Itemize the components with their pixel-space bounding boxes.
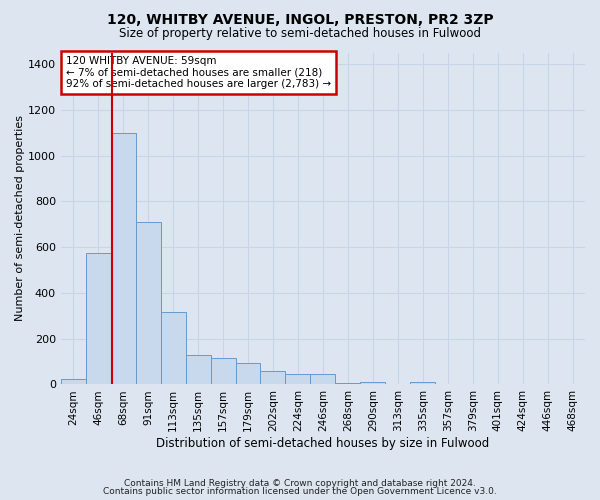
Bar — [161, 312, 185, 384]
Bar — [361, 382, 385, 384]
Bar — [260, 370, 286, 384]
Bar — [185, 354, 211, 384]
Bar — [310, 374, 335, 384]
Text: Contains HM Land Registry data © Crown copyright and database right 2024.: Contains HM Land Registry data © Crown c… — [124, 478, 476, 488]
Text: Contains public sector information licensed under the Open Government Licence v3: Contains public sector information licen… — [103, 487, 497, 496]
Bar — [61, 378, 86, 384]
Bar — [211, 358, 236, 384]
Text: 120, WHITBY AVENUE, INGOL, PRESTON, PR2 3ZP: 120, WHITBY AVENUE, INGOL, PRESTON, PR2 … — [107, 12, 493, 26]
Text: Size of property relative to semi-detached houses in Fulwood: Size of property relative to semi-detach… — [119, 28, 481, 40]
Text: 120 WHITBY AVENUE: 59sqm
← 7% of semi-detached houses are smaller (218)
92% of s: 120 WHITBY AVENUE: 59sqm ← 7% of semi-de… — [66, 56, 331, 89]
X-axis label: Distribution of semi-detached houses by size in Fulwood: Distribution of semi-detached houses by … — [156, 437, 490, 450]
Bar — [236, 362, 260, 384]
Bar — [136, 222, 161, 384]
Bar — [410, 382, 435, 384]
Bar — [110, 132, 136, 384]
Bar — [286, 374, 310, 384]
Bar — [86, 253, 110, 384]
Y-axis label: Number of semi-detached properties: Number of semi-detached properties — [15, 116, 25, 322]
